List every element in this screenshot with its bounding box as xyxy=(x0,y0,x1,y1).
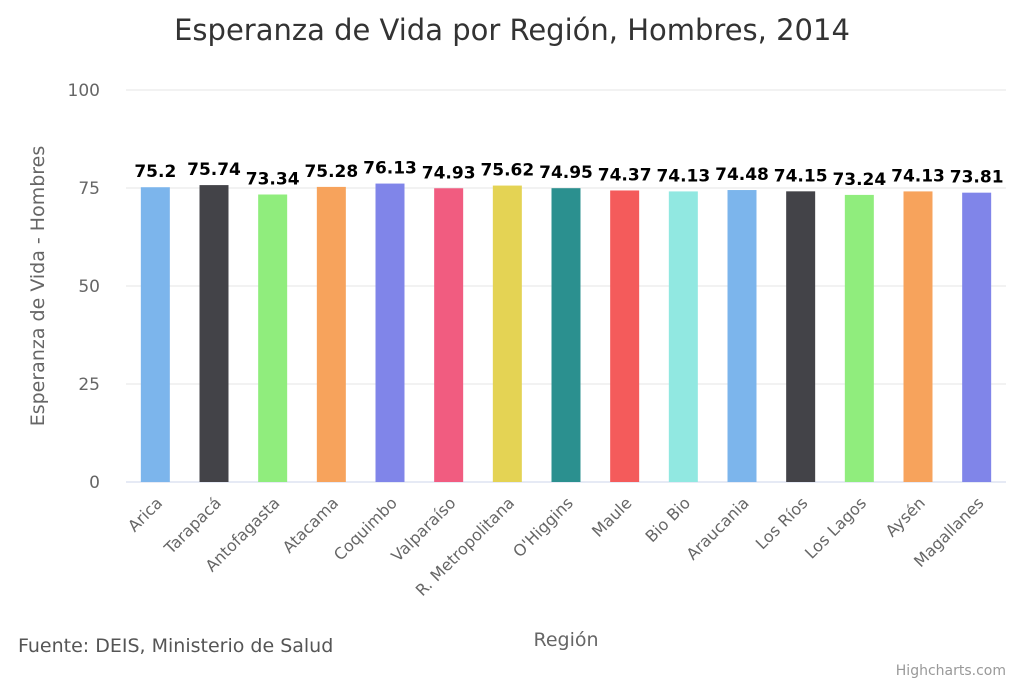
data-label: 73.34 xyxy=(246,170,300,190)
bar[interactable] xyxy=(551,188,581,483)
bar[interactable] xyxy=(375,183,405,482)
bar[interactable] xyxy=(492,185,522,483)
highcharts-credit[interactable]: Highcharts.com xyxy=(896,663,1006,679)
data-label: 75.62 xyxy=(480,161,534,181)
x-tick-label: Aysén xyxy=(882,493,929,540)
y-axis-title: Esperanza de Vida - Hombres xyxy=(27,146,49,427)
x-tick-label: Araucania xyxy=(682,493,752,563)
data-label: 73.24 xyxy=(832,170,886,190)
bar[interactable] xyxy=(903,191,933,482)
bar[interactable] xyxy=(434,188,464,482)
bar[interactable] xyxy=(258,194,288,482)
x-tick-label: O'Higgins xyxy=(509,493,577,561)
bar[interactable] xyxy=(199,185,229,483)
data-label: 75.74 xyxy=(187,160,241,180)
x-tick-label: Los Ríos xyxy=(752,493,812,553)
y-tick-label: 75 xyxy=(78,179,100,199)
data-label: 74.93 xyxy=(422,163,476,183)
source-note: Fuente: DEIS, Ministerio de Salud xyxy=(18,635,333,657)
x-tick-label: Los Lagos xyxy=(801,493,870,562)
x-tick-label: Arica xyxy=(124,493,166,535)
data-label: 74.13 xyxy=(891,166,945,186)
x-axis-ticks: AricaTarapacáAntofagastaAtacamaCoquimboV… xyxy=(124,493,987,599)
data-label: 74.15 xyxy=(774,166,828,186)
bar[interactable] xyxy=(668,191,698,482)
data-label: 73.81 xyxy=(950,168,1004,188)
data-label: 74.95 xyxy=(539,163,593,183)
y-tick-label: 25 xyxy=(78,375,100,395)
bar[interactable] xyxy=(610,190,640,482)
data-label: 74.48 xyxy=(715,165,769,185)
x-tick-label: Bio Bio xyxy=(641,493,694,546)
x-axis-title: Región xyxy=(533,629,598,651)
x-tick-label: R. Metropolitana xyxy=(412,493,518,599)
data-labels: 75.2 75.74 73.34 75.28 76.13 74.93 75.62 74.95 7… xyxy=(134,159,1003,190)
data-label: 75.28 xyxy=(304,162,358,182)
y-axis-ticks: 0 25 50 75 100 xyxy=(68,81,100,493)
bar[interactable] xyxy=(786,191,816,482)
bar[interactable] xyxy=(140,187,170,482)
y-tick-label: 50 xyxy=(78,277,100,297)
bar[interactable] xyxy=(844,194,874,482)
y-tick-label: 100 xyxy=(68,81,100,101)
data-label: 74.13 xyxy=(656,166,710,186)
data-label: 76.13 xyxy=(363,159,417,179)
x-tick-label: Maule xyxy=(588,493,635,540)
chart-title: Esperanza de Vida por Región, Hombres, 2… xyxy=(174,13,850,47)
bar[interactable] xyxy=(727,190,757,483)
bars xyxy=(140,183,992,483)
data-label: 75.2 xyxy=(134,162,176,182)
y-tick-label: 0 xyxy=(89,473,100,493)
bar[interactable] xyxy=(316,186,346,482)
bar[interactable] xyxy=(962,192,992,482)
data-label: 74.37 xyxy=(598,165,652,185)
